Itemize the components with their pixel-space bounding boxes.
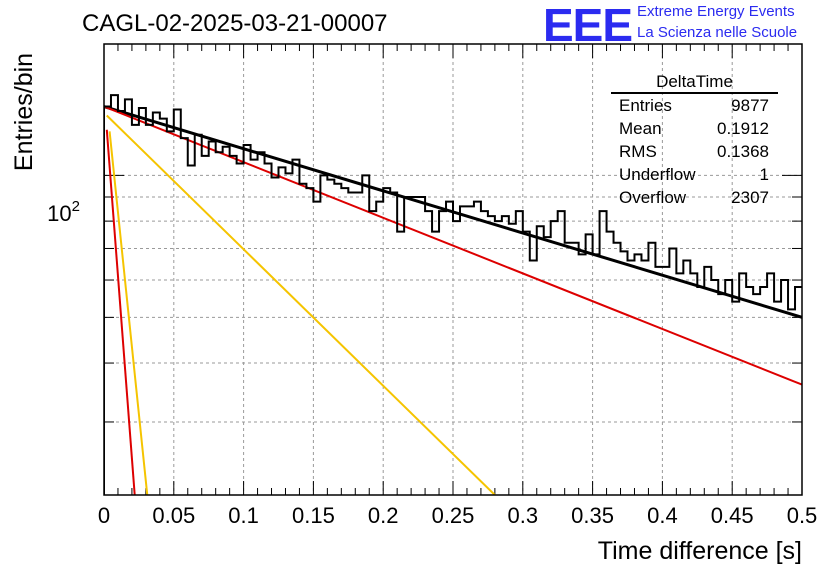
plot-frame bbox=[103, 43, 803, 496]
logo-text-line2: La Scienza nelle Scuole bbox=[637, 24, 798, 41]
fit-curve bbox=[108, 131, 149, 495]
stats-value: 0.1368 bbox=[717, 142, 769, 161]
stats-label: Underflow bbox=[619, 165, 696, 184]
y-axis-label: Entries/bin bbox=[10, 53, 38, 171]
stats-row-overflow: Overflow 2307 bbox=[611, 186, 778, 209]
histogram-line bbox=[104, 94, 802, 495]
stats-value: 0.1912 bbox=[717, 119, 769, 138]
stats-row-entries: Entries 9877 bbox=[611, 94, 778, 117]
stats-box: DeltaTime Entries 9877 Mean 0.1912 RMS 0… bbox=[611, 71, 778, 209]
y-tick-exponent: 2 bbox=[72, 198, 80, 215]
x-tick-label: 0.35 bbox=[571, 503, 614, 528]
x-tick-label: 0.1 bbox=[228, 503, 259, 528]
x-tick-label: 0.45 bbox=[711, 503, 754, 528]
x-tick-label: 0.4 bbox=[647, 503, 678, 528]
x-tick-label: 0.25 bbox=[432, 503, 475, 528]
x-tick-label: 0.15 bbox=[292, 503, 335, 528]
x-tick-label: 0 bbox=[98, 503, 110, 528]
chart-title: CAGL-02-2025-03-21-00007 bbox=[82, 10, 388, 37]
stats-label: RMS bbox=[619, 142, 657, 161]
x-axis-label: Time difference [s] bbox=[598, 537, 802, 565]
x-tick-label: 0.5 bbox=[787, 503, 818, 528]
x-tick-label: 0.3 bbox=[508, 503, 539, 528]
fit-curve bbox=[106, 114, 496, 495]
stats-label: Overflow bbox=[619, 188, 687, 207]
stats-label: Entries bbox=[619, 96, 672, 115]
stats-row-rms: RMS 0.1368 bbox=[611, 140, 778, 163]
logo-text-line1: Extreme Energy Events bbox=[637, 3, 795, 20]
y-tick-mantissa: 10 bbox=[47, 201, 71, 226]
stats-box-title: DeltaTime bbox=[611, 71, 778, 94]
x-tick-label: 0.2 bbox=[368, 503, 399, 528]
stats-value: 1 bbox=[759, 165, 769, 184]
x-tick-labels: 0 0.05 0.1 0.15 0.2 0.25 0.3 0.35 0.4 0.45 0.5 bbox=[98, 503, 817, 528]
stats-row-underflow: Underflow 1 bbox=[611, 163, 778, 186]
stats-label: Mean bbox=[619, 119, 662, 138]
eee-logo: EEE bbox=[543, 0, 633, 51]
stats-row-mean: Mean 0.1912 bbox=[611, 117, 778, 140]
x-tick-label: 0.05 bbox=[152, 503, 195, 528]
stats-value: 2307 bbox=[731, 188, 769, 207]
stats-value: 9877 bbox=[731, 96, 769, 115]
y-tick-label-100: 102 bbox=[47, 198, 80, 226]
fit-curve bbox=[105, 129, 136, 495]
